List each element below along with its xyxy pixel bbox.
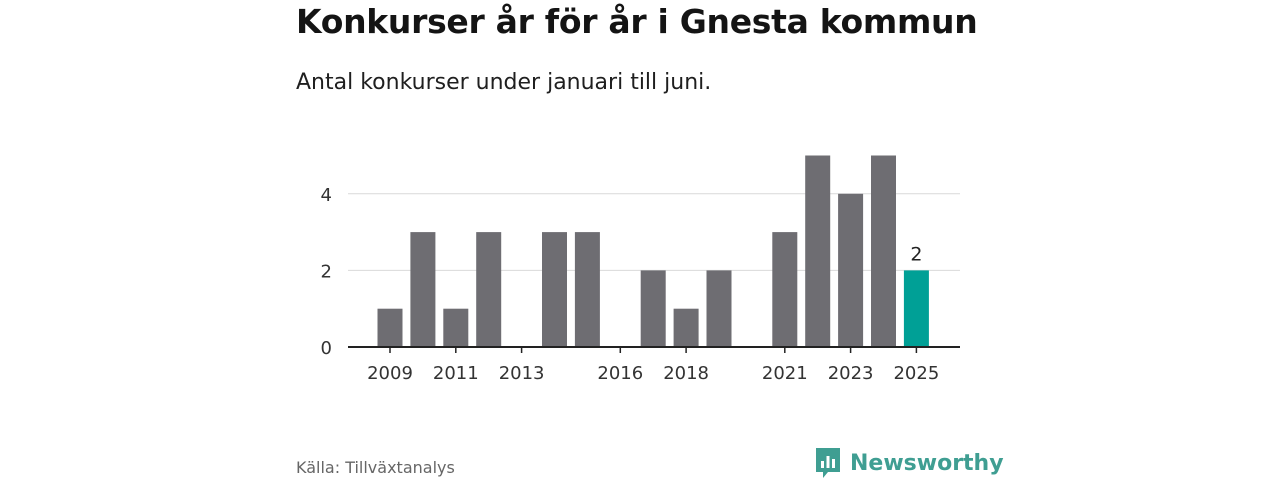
bar-2018	[673, 308, 699, 347]
chart-title: Konkurser år för år i Gnesta kommun	[296, 2, 978, 41]
bar-2017	[640, 270, 666, 347]
x-tick-label: 2018	[663, 363, 709, 384]
bar-2010	[410, 232, 436, 347]
x-tick-label: 2013	[499, 363, 545, 384]
x-tick-label: 2011	[433, 363, 479, 384]
y-tick-label: 2	[321, 261, 332, 282]
bar-2012	[476, 232, 502, 347]
bar-2019	[706, 270, 732, 347]
x-tick-label: 2023	[828, 363, 874, 384]
x-tick-label: 2009	[367, 363, 413, 384]
chart-subtitle: Antal konkurser under januari till juni.	[296, 70, 712, 95]
brand-name: Newsworthy	[850, 450, 1004, 476]
bar-2024	[871, 155, 896, 347]
bar-2014	[542, 232, 567, 347]
newsworthy-logo-icon	[816, 448, 840, 478]
bar-chart: 0 2 4 2009 2011 2013 2016 2018 2021 2023 2025 2	[321, 155, 960, 384]
data-label: 2	[910, 243, 922, 265]
bar-2022	[805, 155, 831, 347]
y-tick-label: 0	[321, 338, 332, 359]
bar-2023	[838, 193, 864, 347]
brand-logo: Newsworthy	[814, 446, 1004, 480]
y-tick-label: 4	[321, 185, 332, 206]
bar-2011	[443, 308, 469, 347]
bar-2025	[903, 270, 929, 347]
bar-2015	[574, 232, 600, 347]
x-tick-label: 2016	[597, 363, 643, 384]
bar-2021	[772, 232, 798, 347]
source-note: Källa: Tillväxtanalys	[296, 458, 455, 477]
x-tick-label: 2025	[893, 363, 939, 384]
bar-2009	[377, 308, 403, 347]
x-tick-label: 2021	[762, 363, 808, 384]
